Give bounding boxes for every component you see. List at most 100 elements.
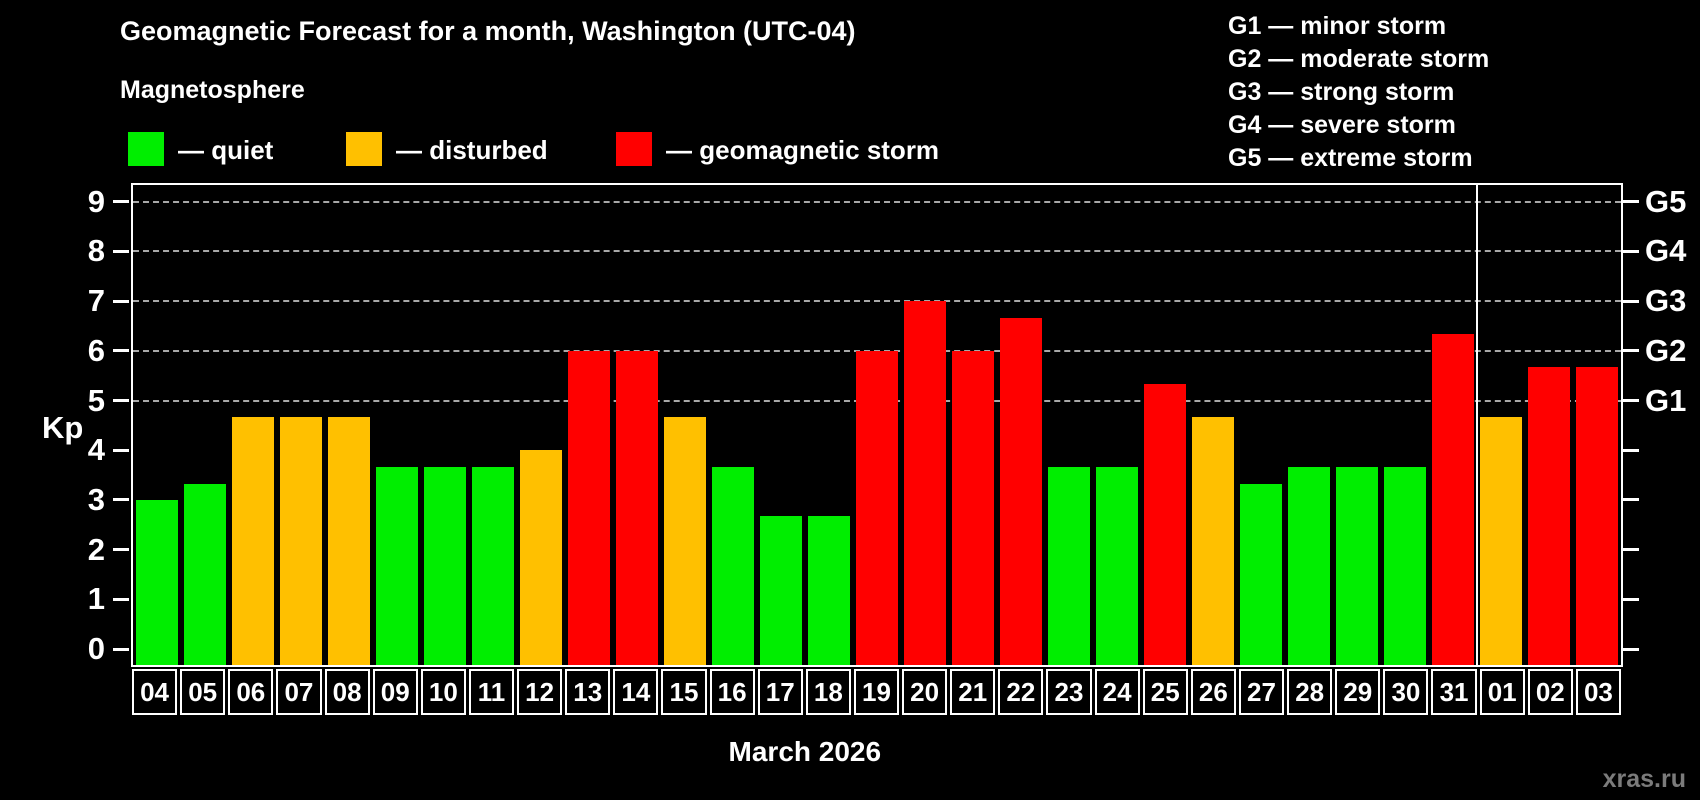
g-scale-legend-line-1: G1 — minor storm xyxy=(1228,12,1447,40)
g-scale-legend: G1 — minor storm G2 — moderate storm G3 — … xyxy=(1228,10,1489,175)
legend-swatch-quiet xyxy=(128,132,164,166)
bar-day-03 xyxy=(1576,367,1618,665)
day-box-05: 05 xyxy=(180,669,226,715)
day-box-26: 26 xyxy=(1190,669,1236,715)
y-tick-label-8: 8 xyxy=(87,233,105,269)
bar-day-09 xyxy=(376,466,418,665)
month-separator-line xyxy=(1476,185,1478,665)
legend-label-quiet: — quiet xyxy=(178,135,274,165)
bar-day-18 xyxy=(808,516,850,665)
y-tick-label-1: 1 xyxy=(87,581,105,617)
y-tick-label-0: 0 xyxy=(87,631,105,666)
right-axis-label-G5: G5 xyxy=(1645,183,1687,219)
bar-day-10 xyxy=(424,466,466,665)
day-box-21: 21 xyxy=(950,669,996,715)
bar-day-21 xyxy=(952,350,994,665)
day-box-10: 10 xyxy=(420,669,466,715)
bar-day-13 xyxy=(568,350,610,665)
day-box-28: 28 xyxy=(1287,669,1333,715)
bar-day-04 xyxy=(136,499,178,665)
watermark: xras.ru xyxy=(1602,765,1686,793)
bar-day-06 xyxy=(232,416,274,665)
bar-day-02 xyxy=(1528,367,1570,665)
bar-day-12 xyxy=(520,450,562,665)
day-box-11: 11 xyxy=(468,669,515,715)
day-box-02: 02 xyxy=(1527,669,1573,715)
right-tick-0 xyxy=(1623,647,1639,651)
left-tick-5 xyxy=(113,399,129,402)
day-box-27: 27 xyxy=(1238,669,1285,715)
right-tick-2 xyxy=(1623,548,1639,552)
bar-day-31 xyxy=(1432,334,1474,665)
bar-day-15 xyxy=(664,416,706,665)
x-axis-title: March 2026 xyxy=(728,736,882,767)
bar-day-29 xyxy=(1336,466,1378,665)
g-scale-legend-line-2: G2 — moderate storm xyxy=(1228,45,1490,73)
day-box-01: 01 xyxy=(1479,669,1525,715)
gridline-kp-8 xyxy=(133,250,1621,253)
day-box-30: 30 xyxy=(1383,669,1429,715)
left-tick-8 xyxy=(113,249,129,253)
y-tick-label-5: 5 xyxy=(87,382,105,418)
bar-day-08 xyxy=(328,416,370,665)
right-axis-label-G4: G4 xyxy=(1645,233,1687,269)
right-tick-6 xyxy=(1623,349,1639,353)
left-tick-9 xyxy=(113,200,129,204)
right-tick-8 xyxy=(1623,249,1639,253)
legend-swatch-disturbed xyxy=(346,132,382,166)
right-tick-9 xyxy=(1623,200,1639,204)
left-tick-3 xyxy=(113,498,129,502)
left-tick-0 xyxy=(113,647,129,651)
bar-day-30 xyxy=(1384,466,1426,665)
right-tick-1 xyxy=(1623,597,1639,601)
left-tick-1 xyxy=(113,597,129,601)
right-tick-3 xyxy=(1623,498,1639,502)
bar-day-27 xyxy=(1240,483,1282,665)
day-box-20: 20 xyxy=(902,669,948,715)
bar-day-23 xyxy=(1048,466,1090,665)
day-box-23: 23 xyxy=(1046,669,1092,715)
right-tick-5 xyxy=(1623,399,1639,402)
bar-day-20 xyxy=(904,301,946,665)
g-scale-legend-line-5: G5 — extreme storm xyxy=(1228,144,1473,172)
y-tick-label-9: 9 xyxy=(87,183,105,219)
right-axis-label-G3: G3 xyxy=(1645,283,1687,319)
bar-day-24 xyxy=(1096,466,1138,665)
bar-day-28 xyxy=(1288,466,1330,665)
legend-label-storm: — geomagnetic storm xyxy=(666,135,940,165)
day-box-06: 06 xyxy=(228,669,274,715)
bar-day-26 xyxy=(1192,416,1234,665)
chart-title: Geomagnetic Forecast for a month, Washin… xyxy=(120,16,856,46)
bar-day-01 xyxy=(1480,416,1522,665)
kp-status-legend: — quiet — disturbed — geomagnetic storm xyxy=(0,0,1700,175)
day-box-03: 03 xyxy=(1575,669,1621,715)
day-box-13: 13 xyxy=(565,669,611,715)
day-box-14: 14 xyxy=(613,669,659,715)
y-tick-label-7: 7 xyxy=(87,283,105,319)
g-scale-legend-line-3: G3 — strong storm xyxy=(1228,78,1455,106)
bar-day-19 xyxy=(856,350,898,665)
bar-day-22 xyxy=(1000,317,1042,665)
bar-day-05 xyxy=(184,483,226,665)
day-box-08: 08 xyxy=(324,669,370,715)
bar-day-16 xyxy=(712,466,754,665)
left-tick-7 xyxy=(113,299,129,303)
bar-day-17 xyxy=(760,516,802,665)
right-axis-label-G1: G1 xyxy=(1645,382,1687,418)
y-tick-label-3: 3 xyxy=(87,481,105,517)
x-axis-day-labels: 04 05 06 07 08 09 10 11 12 13 14 15 16 17 18 19 20 21 22 23… xyxy=(131,669,1623,717)
right-tick-7 xyxy=(1623,299,1639,303)
g-scale-legend-line-4: G4 — severe storm xyxy=(1228,111,1456,139)
gridline-kp-6 xyxy=(133,349,1621,352)
left-tick-6 xyxy=(113,349,129,353)
day-box-16: 16 xyxy=(709,669,755,715)
left-tick-4 xyxy=(113,448,129,452)
day-box-07: 07 xyxy=(276,669,322,715)
gridline-kp-7 xyxy=(133,300,1621,303)
day-box-31: 31 xyxy=(1431,669,1477,715)
y-tick-label-4: 4 xyxy=(87,432,105,468)
day-box-17: 17 xyxy=(757,669,803,715)
right-axis-label-G2: G2 xyxy=(1645,332,1687,368)
plot-area: 0 1 2 3 4 5 6 7 8 9 G1 G2 G3 G4 G5 xyxy=(88,183,1686,667)
